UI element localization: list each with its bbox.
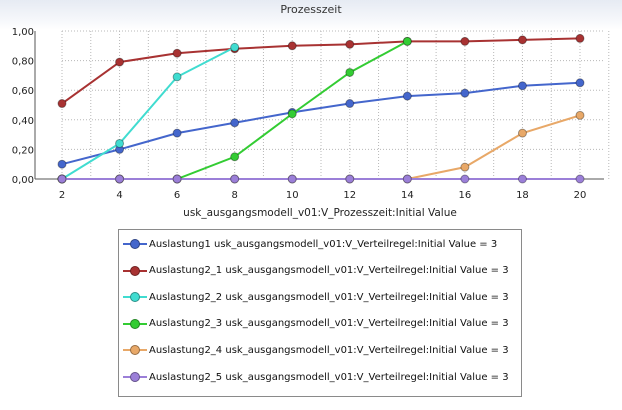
legend-label: Auslastung2_2 usk_ausgangsmodell_v01:V_V…: [149, 291, 509, 303]
data-point: [460, 36, 470, 46]
legend-swatch: [123, 316, 147, 332]
data-point: [575, 110, 585, 120]
legend-label: Auslastung2_3 usk_ausgangsmodell_v01:V_V…: [149, 318, 509, 330]
data-point: [287, 109, 297, 119]
legend-swatch: [123, 236, 147, 252]
data-point: [230, 118, 240, 128]
data-point: [57, 99, 67, 109]
data-point: [402, 174, 412, 184]
y-tick-label: 1,00: [12, 27, 34, 38]
series-1: [57, 78, 585, 169]
data-point: [57, 174, 67, 184]
legend-swatch: [123, 369, 147, 385]
data-point: [575, 78, 585, 88]
data-point: [517, 35, 527, 45]
data-point: [460, 88, 470, 98]
legend-item: Auslastung2_1 usk_ausgangsmodell_v01:V_V…: [119, 263, 521, 279]
data-point: [172, 128, 182, 138]
data-point: [115, 57, 125, 67]
data-point: [115, 138, 125, 148]
data-point: [287, 41, 297, 51]
data-point: [460, 162, 470, 172]
data-point: [287, 174, 297, 184]
data-point: [345, 39, 355, 49]
data-point: [517, 174, 527, 184]
y-tick-label: 0,80: [12, 57, 34, 68]
legend-item: Auslastung2_5 usk_ausgangsmodell_v01:V_V…: [119, 369, 521, 385]
x-tick-label: 16: [459, 190, 472, 201]
data-point: [230, 42, 240, 52]
data-point: [345, 99, 355, 109]
data-point: [230, 174, 240, 184]
series-line: [61, 37, 581, 105]
y-tick-label: 0,40: [12, 116, 34, 127]
y-tick-label: 0,60: [12, 86, 34, 97]
data-point: [57, 159, 67, 169]
x-tick-label: 8: [231, 190, 237, 201]
plot-background: [62, 31, 580, 179]
legend-label: Auslastung2_1 usk_ausgangsmodell_v01:V_V…: [149, 265, 509, 277]
data-point: [517, 81, 527, 91]
y-tick-label: 0,20: [12, 145, 34, 156]
series-6: [57, 174, 585, 184]
plot-area: 0,00 0,20 0,40 0,60 0,80 1,00 2 4 6 8 10 12 14 16 18 20…: [12, 27, 610, 219]
legend-swatch: [123, 342, 147, 358]
x-tick-label: 14: [401, 190, 414, 201]
x-tick-label: 6: [174, 190, 180, 201]
data-point: [345, 67, 355, 77]
series-line: [61, 81, 581, 166]
chart-title: Prozesszeit: [280, 3, 342, 16]
data-point: [172, 72, 182, 82]
x-axis-title: usk_ausgangsmodell_v01:V_Prozesszeit:Ini…: [183, 207, 457, 219]
data-point: [517, 128, 527, 138]
legend-swatch: [123, 289, 147, 305]
x-tick-label: 2: [59, 190, 65, 201]
data-point: [115, 174, 125, 184]
y-tick-label: 0,00: [12, 175, 34, 186]
data-point: [172, 48, 182, 58]
legend-label: Auslastung2_4 usk_ausgangsmodell_v01:V_V…: [149, 344, 509, 356]
legend-item: Auslastung2_4 usk_ausgangsmodell_v01:V_V…: [119, 342, 521, 358]
x-tick-label: 4: [116, 190, 122, 201]
legend: Auslastung1 usk_ausgangsmodell_v01:V_Ver…: [118, 229, 522, 397]
x-tick-label: 10: [286, 190, 299, 201]
data-point: [460, 174, 470, 184]
x-tick-label: 12: [343, 190, 356, 201]
legend-label: Auslastung2_5 usk_ausgangsmodell_v01:V_V…: [149, 371, 509, 383]
legend-swatch: [123, 263, 147, 279]
data-point: [575, 174, 585, 184]
data-point: [345, 174, 355, 184]
legend-label: Auslastung1 usk_ausgangsmodell_v01:V_Ver…: [149, 238, 498, 250]
data-point: [402, 91, 412, 101]
data-point: [172, 174, 182, 184]
legend-item: Auslastung2_3 usk_ausgangsmodell_v01:V_V…: [119, 316, 521, 332]
data-point: [575, 33, 585, 43]
data-point: [230, 152, 240, 162]
x-tick-label: 18: [516, 190, 529, 201]
series-2: [57, 33, 585, 109]
x-tick-label: 20: [574, 190, 587, 201]
series-line: [61, 46, 236, 180]
data-point: [402, 36, 412, 46]
legend-item: Auslastung1 usk_ausgangsmodell_v01:V_Ver…: [119, 236, 521, 252]
legend-item: Auslastung2_2 usk_ausgangsmodell_v01:V_V…: [119, 289, 521, 305]
